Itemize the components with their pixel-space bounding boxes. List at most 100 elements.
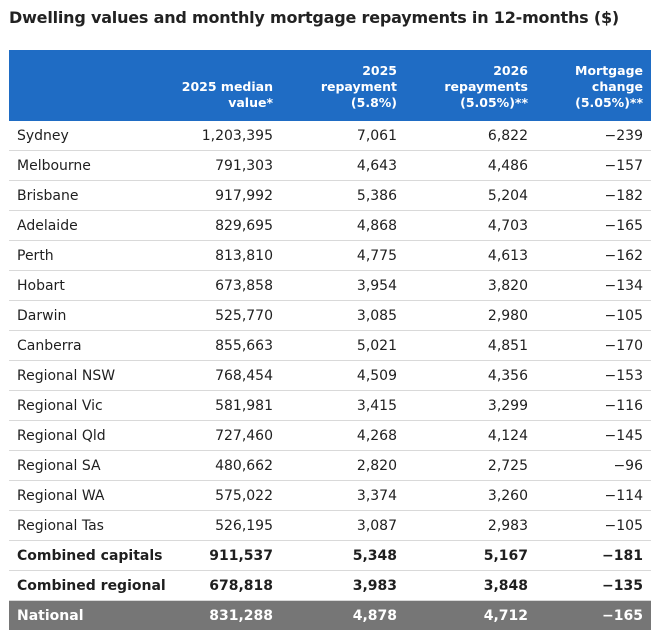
cell-median-value: 831,288	[159, 600, 281, 630]
cell-median-value: 526,195	[159, 510, 281, 541]
cell-median-value: 791,303	[159, 150, 281, 181]
cell-repayment-2026: 5,204	[405, 180, 536, 211]
cell-repayment-2026: 3,260	[405, 480, 536, 511]
cell-median-value: 911,537	[159, 540, 281, 571]
header-line: (5.05%)**	[460, 95, 528, 110]
cell-repayment-2026: 4,613	[405, 240, 536, 271]
cell-median-value: 855,663	[159, 330, 281, 361]
header-row: 2025 median value* 2025 repayment (5.8%) 2026…	[9, 50, 651, 121]
cell-repayment-2025: 3,087	[281, 510, 405, 541]
table-row: National 831,288 4,878 4,712 −165	[9, 600, 651, 630]
table-row: Melbourne 791,303 4,643 4,486 −157	[9, 150, 651, 181]
header-repayment-2025: 2025 repayment (5.8%)	[281, 50, 405, 121]
cell-median-value: 813,810	[159, 240, 281, 271]
header-median-value: 2025 median value*	[159, 50, 281, 121]
cell-repayment-2026: 4,703	[405, 210, 536, 241]
cell-region: Sydney	[9, 121, 159, 151]
cell-repayment-2026: 6,822	[405, 121, 536, 151]
cell-repayment-2025: 4,509	[281, 360, 405, 391]
table-row: Regional NSW 768,454 4,509 4,356 −153	[9, 360, 651, 391]
cell-region: Regional NSW	[9, 360, 159, 391]
cell-repayment-2026: 4,124	[405, 420, 536, 451]
cell-mortgage-change: −170	[536, 330, 651, 361]
cell-repayment-2026: 3,820	[405, 270, 536, 301]
cell-repayment-2026: 4,851	[405, 330, 536, 361]
cell-repayment-2026: 2,983	[405, 510, 536, 541]
cell-mortgage-change: −135	[536, 570, 651, 601]
cell-region: Regional SA	[9, 450, 159, 481]
cell-mortgage-change: −181	[536, 540, 651, 571]
header-line: Mortgage	[575, 63, 643, 78]
cell-repayment-2025: 2,820	[281, 450, 405, 481]
cell-region: Adelaide	[9, 210, 159, 241]
cell-mortgage-change: −105	[536, 510, 651, 541]
chart-title: Dwelling values and monthly mortgage rep…	[9, 8, 620, 27]
header-line: 2026	[493, 63, 528, 78]
cell-region: Combined regional	[9, 570, 166, 601]
header-line: (5.05%)**	[575, 95, 643, 110]
cell-region: Perth	[9, 240, 159, 271]
cell-mortgage-change: −182	[536, 180, 651, 211]
cell-mortgage-change: −145	[536, 420, 651, 451]
cell-median-value: 678,818	[159, 570, 281, 601]
cell-region: Regional Qld	[9, 420, 159, 451]
cell-region: Regional WA	[9, 480, 159, 511]
table-row: Darwin 525,770 3,085 2,980 −105	[9, 300, 651, 331]
cell-repayment-2025: 7,061	[281, 121, 405, 151]
cell-repayment-2026: 3,848	[405, 570, 536, 601]
table-row: Adelaide 829,695 4,868 4,703 −165	[9, 210, 651, 241]
cell-mortgage-change: −105	[536, 300, 651, 331]
header-line: (5.8%)	[350, 95, 397, 110]
cell-median-value: 727,460	[159, 420, 281, 451]
cell-median-value: 768,454	[159, 360, 281, 391]
data-table: 2025 median value* 2025 repayment (5.8%) 2026…	[9, 50, 651, 630]
header-line: 2025 median	[181, 79, 273, 94]
table-body: Sydney 1,203,395 7,061 6,822 −239 Melbourne 79…	[9, 121, 651, 630]
cell-repayment-2025: 3,415	[281, 390, 405, 421]
table-row: Brisbane 917,992 5,386 5,204 −182	[9, 180, 651, 211]
table-row: Hobart 673,858 3,954 3,820 −134	[9, 270, 651, 301]
cell-repayment-2025: 5,386	[281, 180, 405, 211]
cell-median-value: 581,981	[159, 390, 281, 421]
cell-repayment-2025: 4,643	[281, 150, 405, 181]
cell-median-value: 917,992	[159, 180, 281, 211]
table-row: Canberra 855,663 5,021 4,851 −170	[9, 330, 651, 361]
cell-mortgage-change: −165	[536, 600, 651, 630]
cell-repayment-2026: 5,167	[405, 540, 536, 571]
table-row: Regional Vic 581,981 3,415 3,299 −116	[9, 390, 651, 421]
header-mortgage-change: Mortgage change (5.05%)**	[536, 50, 651, 121]
header-line: value*	[228, 95, 273, 110]
cell-region: Darwin	[9, 300, 159, 331]
table-row: Regional Qld 727,460 4,268 4,124 −145	[9, 420, 651, 451]
cell-region: Canberra	[9, 330, 159, 361]
header-line: repayments	[444, 79, 528, 94]
cell-median-value: 1,203,395	[159, 121, 281, 151]
cell-repayment-2025: 4,775	[281, 240, 405, 271]
table-row: Sydney 1,203,395 7,061 6,822 −239	[9, 121, 651, 151]
cell-mortgage-change: −96	[536, 450, 651, 481]
cell-region: Regional Tas	[9, 510, 159, 541]
cell-repayment-2025: 4,268	[281, 420, 405, 451]
table-row: Regional Tas 526,195 3,087 2,983 −105	[9, 510, 651, 541]
cell-mortgage-change: −157	[536, 150, 651, 181]
cell-mortgage-change: −239	[536, 121, 651, 151]
cell-repayment-2026: 3,299	[405, 390, 536, 421]
cell-region: Regional Vic	[9, 390, 159, 421]
cell-median-value: 673,858	[159, 270, 281, 301]
header-repayment-2026: 2026 repayments (5.05%)**	[405, 50, 536, 121]
cell-region: Hobart	[9, 270, 159, 301]
table-row: Combined regional 678,818 3,983 3,848 −135	[9, 570, 651, 601]
cell-repayment-2026: 2,725	[405, 450, 536, 481]
cell-median-value: 575,022	[159, 480, 281, 511]
cell-repayment-2026: 4,486	[405, 150, 536, 181]
cell-region: National	[9, 600, 159, 630]
cell-repayment-2025: 3,954	[281, 270, 405, 301]
cell-repayment-2026: 4,712	[405, 600, 536, 630]
cell-median-value: 829,695	[159, 210, 281, 241]
cell-repayment-2025: 5,021	[281, 330, 405, 361]
cell-repayment-2025: 3,374	[281, 480, 405, 511]
cell-mortgage-change: −153	[536, 360, 651, 391]
cell-repayment-2025: 5,348	[281, 540, 405, 571]
cell-region: Combined capitals	[9, 540, 163, 571]
cell-mortgage-change: −114	[536, 480, 651, 511]
